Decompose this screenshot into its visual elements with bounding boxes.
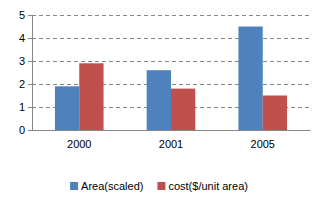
grid xyxy=(32,15,310,130)
y-tick-mark xyxy=(28,84,32,85)
x-axis-line xyxy=(33,130,311,131)
y-tick: 0 xyxy=(19,124,32,136)
x-axis: 2000 2001 2005 xyxy=(33,130,311,150)
y-tick-label: 1 xyxy=(19,101,25,113)
legend: Area(scaled) cost($/unit area) xyxy=(70,180,248,192)
y-axis-line xyxy=(28,16,33,131)
legend-label: cost($/unit area) xyxy=(168,180,247,192)
x-tick: 2005 xyxy=(251,130,275,150)
bar xyxy=(55,86,79,130)
y-tick-mark xyxy=(28,61,32,62)
legend-item: Area(scaled) xyxy=(70,180,143,192)
y-tick-label: 2 xyxy=(19,78,25,90)
bar-series xyxy=(79,63,287,130)
legend-swatch xyxy=(157,182,165,190)
y-tick-label: 5 xyxy=(19,9,25,21)
legend-item: cost($/unit area) xyxy=(157,180,247,192)
plot: 0 1 2 3 4 5 2000 2001 2005 xyxy=(19,9,311,150)
bar xyxy=(147,70,171,130)
y-tick: 2 xyxy=(19,78,32,90)
bar xyxy=(263,96,287,131)
y-axis: 0 1 2 3 4 5 xyxy=(19,9,33,136)
y-tick: 5 xyxy=(19,9,32,21)
y-tick-label: 4 xyxy=(19,32,25,44)
y-tick-mark xyxy=(28,38,32,39)
legend-swatch xyxy=(70,182,78,190)
x-tick-label: 2000 xyxy=(67,138,91,150)
x-tick: 2001 xyxy=(159,130,183,150)
y-tick-label: 3 xyxy=(19,55,25,67)
y-tick: 4 xyxy=(19,32,32,44)
legend-label: Area(scaled) xyxy=(81,180,143,192)
y-tick-mark xyxy=(28,130,32,131)
x-tick-label: 2001 xyxy=(159,138,183,150)
y-tick: 1 xyxy=(19,101,32,113)
y-tick-label: 0 xyxy=(19,124,25,136)
grid-line xyxy=(32,38,310,39)
bar xyxy=(238,27,262,131)
y-tick-mark xyxy=(28,107,32,108)
bar xyxy=(79,63,103,130)
grid-line xyxy=(32,15,310,16)
x-tick: 2000 xyxy=(67,130,91,150)
bar-series xyxy=(55,27,263,131)
x-tick-label: 2005 xyxy=(251,138,275,150)
bar xyxy=(171,89,195,130)
chart: 0 1 2 3 4 5 2000 2001 2005 Area(scaled) cost($/uni… xyxy=(0,0,318,208)
grid-line xyxy=(32,61,310,62)
y-tick-mark xyxy=(28,15,32,16)
bars xyxy=(55,27,287,131)
y-tick: 3 xyxy=(19,55,32,67)
